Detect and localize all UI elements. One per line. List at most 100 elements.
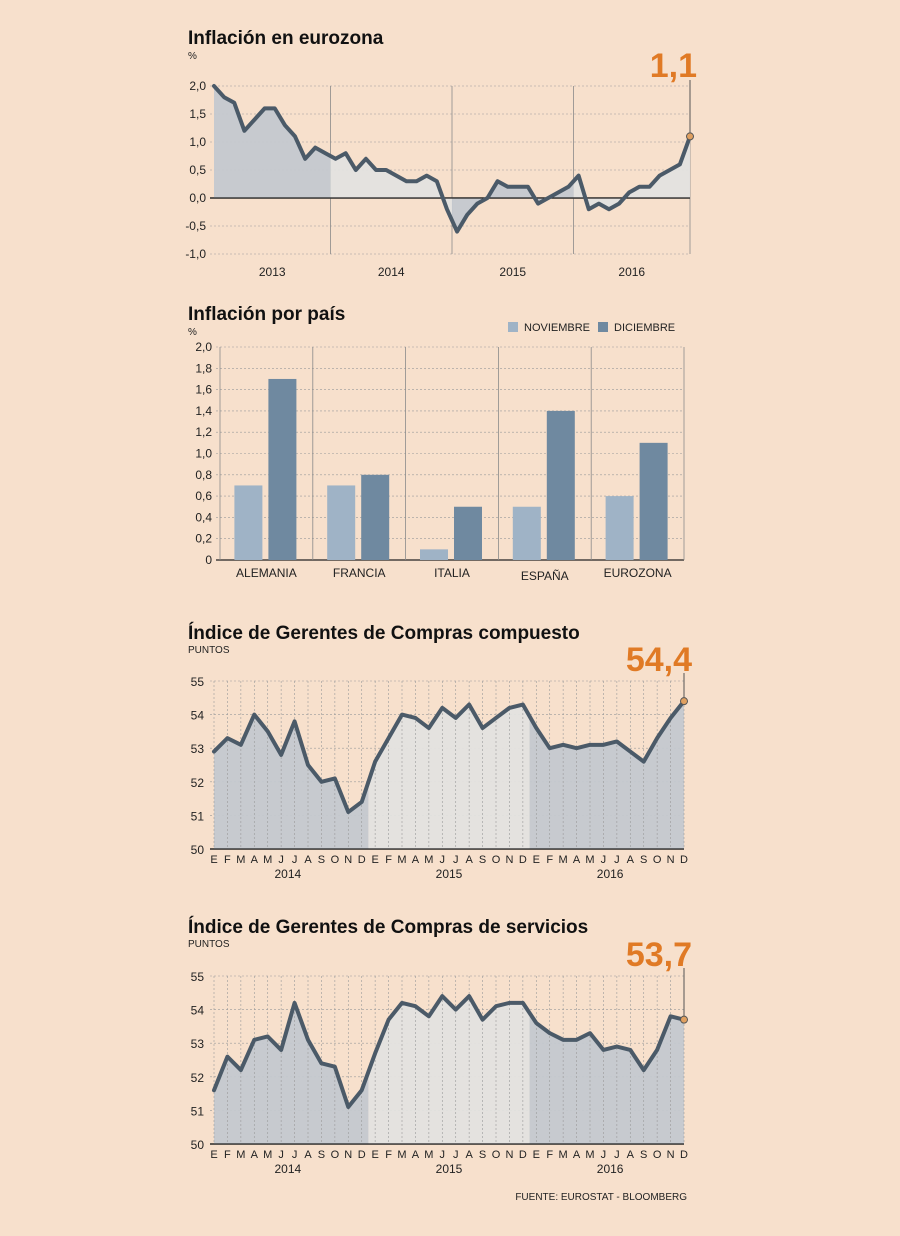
year-label: 2014 bbox=[275, 867, 302, 881]
y-tick-label: 0,4 bbox=[195, 510, 212, 524]
month-label: M bbox=[263, 854, 272, 866]
month-label: N bbox=[344, 854, 352, 866]
y-tick-label: 50 bbox=[191, 1138, 205, 1152]
area-fill-year bbox=[573, 136, 690, 210]
month-label: M bbox=[263, 1149, 272, 1161]
area-fill-year bbox=[452, 181, 574, 232]
month-label: N bbox=[344, 1149, 352, 1161]
month-label: J bbox=[440, 854, 446, 866]
month-label: N bbox=[505, 854, 513, 866]
month-label: F bbox=[546, 1149, 553, 1161]
month-label: S bbox=[318, 854, 325, 866]
month-label: J bbox=[601, 1149, 607, 1161]
bar-noviembre-eurozona bbox=[605, 496, 634, 560]
bar-diciembre-alemania bbox=[268, 378, 297, 560]
highlight-value: 1,1 bbox=[650, 47, 697, 85]
bar-noviembre-francia bbox=[327, 485, 356, 560]
y-tick-label: 0,8 bbox=[195, 468, 212, 482]
month-label: D bbox=[519, 854, 527, 866]
y-tick-label: 0,6 bbox=[195, 489, 212, 503]
y-tick-label: 1,4 bbox=[195, 404, 212, 418]
month-label: J bbox=[292, 1149, 298, 1161]
month-label: S bbox=[479, 1149, 486, 1161]
month-label: M bbox=[236, 854, 245, 866]
month-label: A bbox=[251, 1149, 259, 1161]
year-label: 2016 bbox=[597, 1162, 624, 1176]
month-label: O bbox=[492, 1149, 501, 1161]
legend-label-diciembre: DICIEMBRE bbox=[614, 322, 675, 334]
month-label: A bbox=[465, 854, 473, 866]
chart-title: Índice de Gerentes de Compras de servici… bbox=[188, 916, 588, 938]
unit-label: PUNTOS bbox=[188, 645, 230, 656]
month-label: A bbox=[627, 854, 635, 866]
month-label: A bbox=[304, 1149, 312, 1161]
y-tick-label: 2,0 bbox=[189, 79, 206, 93]
month-label: J bbox=[292, 854, 298, 866]
y-tick-label: 0,5 bbox=[189, 163, 206, 177]
month-label: J bbox=[453, 854, 459, 866]
area-fill-year bbox=[214, 1002, 369, 1144]
bar-diciembre-francia bbox=[361, 474, 390, 560]
area-fill-year bbox=[529, 1012, 684, 1144]
area-fill-year bbox=[330, 153, 452, 221]
month-label: M bbox=[397, 1149, 406, 1161]
last-point-marker bbox=[680, 697, 688, 706]
month-label: A bbox=[573, 1149, 581, 1161]
y-tick-label: 55 bbox=[191, 970, 205, 984]
month-label: O bbox=[492, 854, 501, 866]
area-fill-year bbox=[214, 714, 369, 849]
month-label: D bbox=[358, 854, 366, 866]
y-tick-label: 1,0 bbox=[195, 447, 212, 461]
y-tick-label: 52 bbox=[191, 776, 205, 790]
bar-noviembre-italia bbox=[420, 549, 448, 560]
month-label: M bbox=[424, 1149, 433, 1161]
month-label: M bbox=[585, 854, 594, 866]
month-label: J bbox=[440, 1149, 446, 1161]
y-tick-label: -1,0 bbox=[185, 247, 206, 261]
year-label: 2014 bbox=[275, 1162, 302, 1176]
month-label: J bbox=[278, 1149, 284, 1161]
month-label: M bbox=[424, 854, 433, 866]
year-label: 2015 bbox=[499, 265, 526, 279]
y-tick-label: 53 bbox=[191, 742, 205, 756]
year-label: 2016 bbox=[618, 265, 645, 279]
chart-inflation-by-country: Inflación por país % NOVIEMBRE DICIEMBRE… bbox=[188, 304, 685, 583]
month-label: A bbox=[304, 854, 312, 866]
y-tick-label: 1,8 bbox=[195, 361, 212, 375]
month-label: A bbox=[412, 854, 420, 866]
series-line bbox=[212, 699, 686, 815]
month-label: E bbox=[533, 1149, 540, 1161]
unit-label: % bbox=[188, 51, 197, 62]
legend-label-noviembre: NOVIEMBRE bbox=[524, 322, 590, 334]
month-label: A bbox=[465, 1149, 473, 1161]
category-label: ESPAÑA bbox=[521, 569, 569, 583]
month-label: O bbox=[331, 854, 340, 866]
month-label: M bbox=[559, 1149, 568, 1161]
year-label: 2016 bbox=[597, 867, 624, 881]
month-label: O bbox=[331, 1149, 340, 1161]
month-label: N bbox=[667, 854, 675, 866]
month-label: S bbox=[318, 1149, 325, 1161]
month-label: M bbox=[236, 1149, 245, 1161]
category-label: ALEMANIA bbox=[236, 566, 297, 580]
y-tick-label: 0,0 bbox=[189, 191, 206, 205]
year-label: 2013 bbox=[259, 265, 286, 279]
month-label: N bbox=[505, 1149, 513, 1161]
chart-title: Inflación en eurozona bbox=[188, 28, 384, 49]
legend-swatch-noviembre bbox=[508, 322, 518, 332]
bar-noviembre-alemania bbox=[234, 485, 263, 560]
month-label: O bbox=[653, 854, 662, 866]
y-tick-label: 54 bbox=[191, 1004, 205, 1018]
chart-eurozone-inflation: Inflación en eurozona % 2,0 1,5 1,0 0,5 0,0 -… bbox=[185, 28, 697, 279]
month-label: F bbox=[385, 854, 392, 866]
month-label: J bbox=[614, 1149, 620, 1161]
bar-diciembre-eurozona bbox=[639, 442, 668, 560]
month-label: M bbox=[585, 1149, 594, 1161]
month-label: N bbox=[667, 1149, 675, 1161]
y-tick-label: 53 bbox=[191, 1037, 205, 1051]
month-label: D bbox=[680, 1149, 688, 1161]
month-label: F bbox=[546, 854, 553, 866]
highlight-value: 53,7 bbox=[626, 936, 692, 974]
year-label: 2014 bbox=[378, 265, 405, 279]
